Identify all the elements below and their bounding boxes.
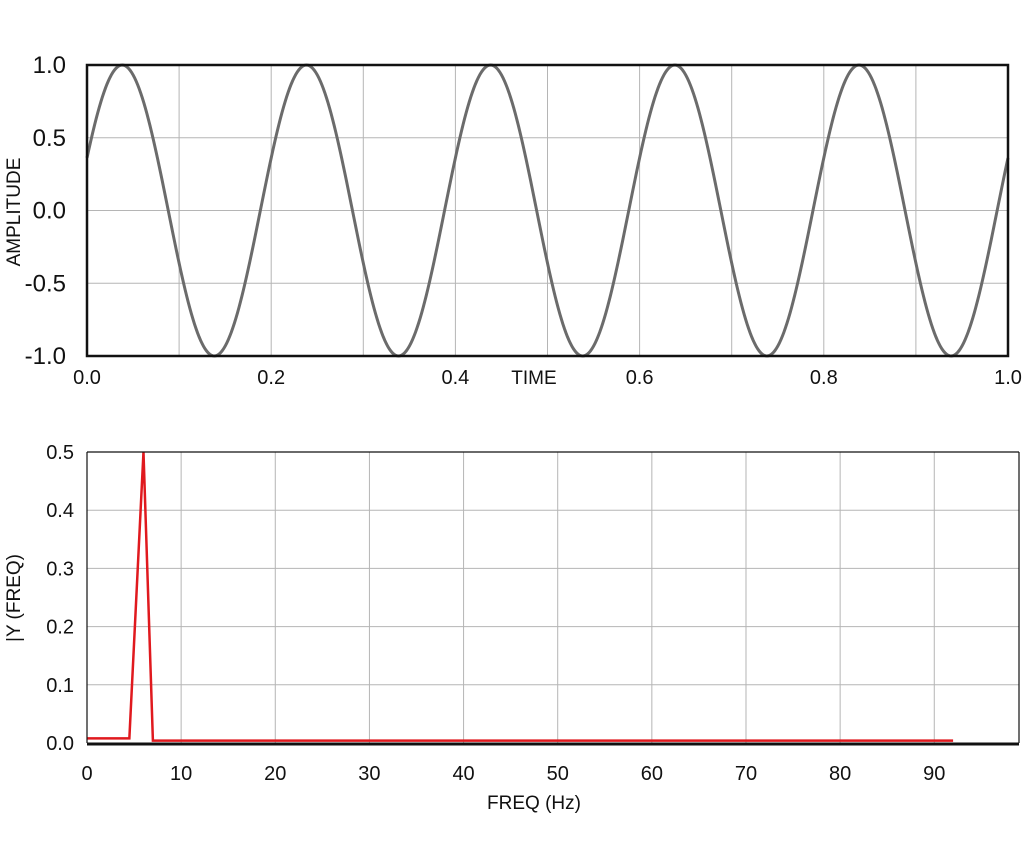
frequency-tick-label: 0 xyxy=(81,763,92,785)
magnitude-tick-label: 0.2 xyxy=(46,617,74,639)
frequency-axis-label: FREQ (Hz) xyxy=(487,793,581,814)
amplitude-tick-labels: 1.0 0.5 0.0 -0.5 -1.0 xyxy=(25,52,66,370)
magnitude-tick-labels: 0.5 0.4 0.3 0.2 0.1 0.0 xyxy=(46,442,74,755)
magnitude-tick-label: 0.3 xyxy=(46,558,74,580)
frequency-tick-label: 80 xyxy=(829,763,851,785)
frequency-tick-label: 10 xyxy=(170,763,192,785)
amplitude-tick-label: -0.5 xyxy=(25,270,66,297)
time-axis-label: TIME xyxy=(511,368,556,389)
amplitude-axis-label: AMPLITUDE xyxy=(4,158,25,267)
frequency-tick-label: 50 xyxy=(547,763,569,785)
time-tick-label: 0.6 xyxy=(626,367,654,389)
time-grid xyxy=(87,65,1008,356)
magnitude-tick-label: 0.5 xyxy=(46,442,74,464)
frequency-tick-label: 40 xyxy=(452,763,474,785)
frequency-tick-labels: 0 10 20 30 40 50 60 70 80 90 xyxy=(81,763,945,785)
frequency-tick-label: 90 xyxy=(923,763,945,785)
magnitude-tick-label: 0.0 xyxy=(46,733,74,755)
time-plot-frame xyxy=(85,63,1010,358)
amplitude-series-line xyxy=(85,63,1010,358)
time-tick-label: 0.4 xyxy=(441,367,469,389)
amplitude-tick-label: -1.0 xyxy=(25,343,66,370)
frequency-grid xyxy=(87,451,1019,743)
magnitude-tick-label: 0.4 xyxy=(46,500,74,522)
amplitude-tick-label: 0.0 xyxy=(33,198,66,225)
frequency-tick-label: 70 xyxy=(735,763,757,785)
time-domain-chart: 1.0 0.5 0.0 -0.5 -1.0 0.0 0.2 0.4 0.6 0.8 1.0 TIM… xyxy=(4,52,1022,389)
frequency-plot-frame xyxy=(86,451,1020,746)
frequency-tick-label: 30 xyxy=(358,763,380,785)
time-tick-label: 0.2 xyxy=(257,367,285,389)
frequency-tick-label: 20 xyxy=(264,763,286,785)
amplitude-tick-label: 0.5 xyxy=(33,125,66,152)
amplitude-tick-label: 1.0 xyxy=(33,52,66,79)
spectrum-series-line xyxy=(87,451,954,742)
time-tick-label: 0.8 xyxy=(810,367,838,389)
frequency-tick-label: 60 xyxy=(641,763,663,785)
magnitude-axis-label: |Y (FREQ) xyxy=(4,554,25,642)
time-tick-label: 1.0 xyxy=(994,367,1022,389)
time-tick-label: 0.0 xyxy=(73,367,101,389)
frequency-spectrum-chart: 0.5 0.4 0.3 0.2 0.1 0.0 0 10 20 30 40 50 60 70 80 90 F… xyxy=(4,442,1020,814)
magnitude-tick-label: 0.1 xyxy=(46,675,74,697)
time-tick-labels: 0.0 0.2 0.4 0.6 0.8 1.0 xyxy=(73,367,1022,389)
